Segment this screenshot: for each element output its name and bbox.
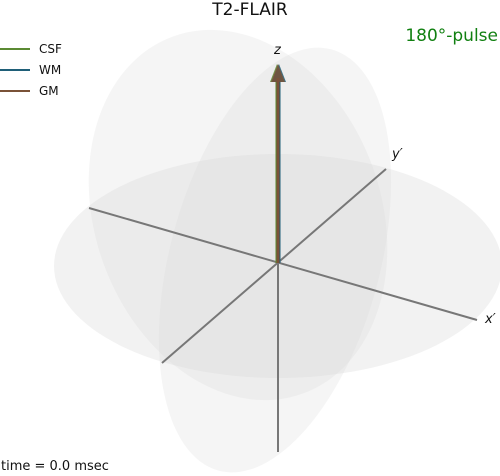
legend-swatch-gm [0,89,30,92]
plot-title: T2-FLAIR [212,0,288,20]
y-axis-label: y′ [391,147,403,162]
legend-label-gm: GM [39,83,59,98]
legend: CSF WM GM [0,38,62,101]
time-label: time = 0.0 msec [1,459,109,474]
legend-label-wm: WM [39,62,62,77]
x-axis-line [88,207,478,321]
z-axis-label: z [273,43,282,58]
legend-item-gm: GM [0,80,62,101]
legend-item-csf: CSF [0,38,62,59]
x-axis-label: x′ [484,312,496,327]
legend-label-csf: CSF [39,41,62,56]
vector-head-gm [271,64,285,82]
legend-swatch-wm [0,68,30,71]
pulse-label: 180°-pulse [405,26,498,46]
yz-plane-disk [158,47,392,473]
y-axis-line [161,168,387,364]
legend-item-wm: WM [0,59,62,80]
legend-swatch-csf [0,47,30,50]
xz-plane-disk [88,29,388,401]
magnetization-vectors [270,64,286,263]
